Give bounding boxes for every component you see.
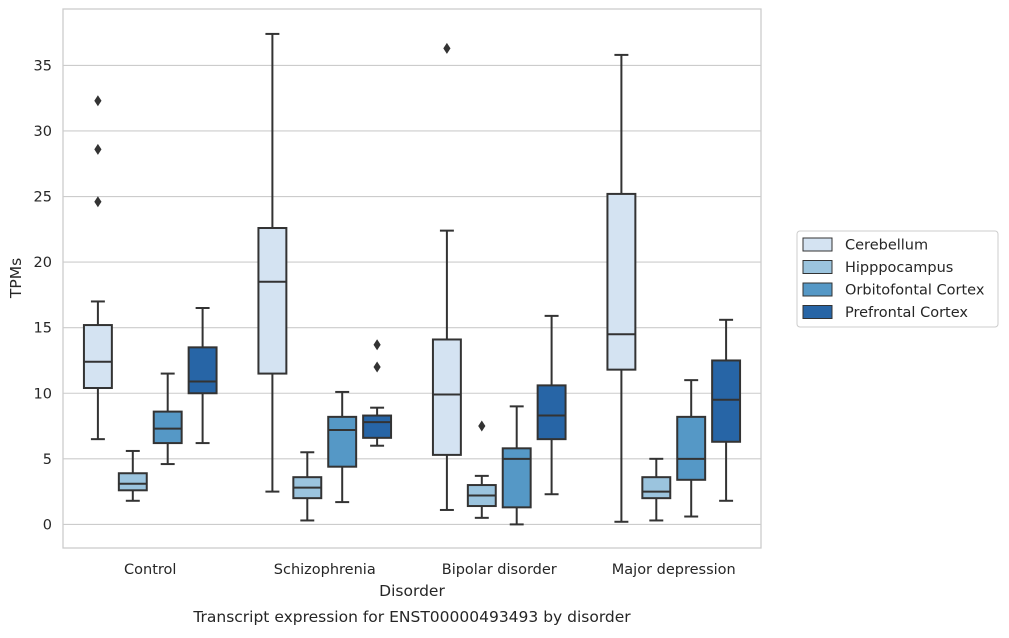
y-tick-label-35: 35	[34, 58, 52, 74]
outlier-point	[373, 339, 381, 351]
y-tick-label-0: 0	[43, 517, 52, 533]
x-axis-title: Disorder	[379, 582, 445, 600]
box-iqr	[187, 346, 218, 395]
box-control-hipppocampus	[117, 449, 148, 502]
boxes	[82, 32, 742, 526]
outlier-point	[94, 196, 102, 208]
chart-caption: Transcript expression for ENST0000049349…	[192, 608, 631, 626]
box-iqr	[327, 415, 358, 468]
y-tick-label-10: 10	[34, 386, 52, 402]
legend-item-hipppocampus: Hipppocampus	[802, 260, 953, 276]
box-major-depression-hipppocampus	[641, 457, 672, 522]
box-major-depression-prefrontal-cortex	[711, 318, 742, 502]
legend-item-prefrontal-cortex: Prefrontal Cortex	[802, 305, 968, 321]
legend-item-cerebellum: Cerebellum	[802, 237, 928, 254]
legend-swatch	[802, 305, 833, 319]
y-axis-title: TPMs	[7, 258, 25, 299]
legend-swatch	[802, 260, 833, 274]
y-tick-label-30: 30	[34, 124, 52, 140]
plot-frame	[62, 8, 762, 549]
legend-label: Hipppocampus	[845, 260, 953, 276]
box-bipolar-disorder-cerebellum	[431, 42, 462, 511]
legend-label: Cerebellum	[845, 238, 928, 254]
box-schizophrenia-prefrontal-cortex	[362, 339, 393, 447]
box-bipolar-disorder-prefrontal-cortex	[536, 314, 567, 496]
outlier-point	[373, 361, 381, 373]
y-tick-label-15: 15	[34, 321, 52, 337]
y-tick-label-20: 20	[34, 255, 52, 271]
box-iqr	[641, 476, 672, 500]
box-control-prefrontal-cortex	[187, 307, 218, 445]
box-iqr	[606, 192, 637, 371]
x-tick-labels: Control Schizophrenia Bipolar disorder Majo…	[124, 562, 736, 578]
box-iqr	[82, 324, 113, 390]
box-schizophrenia-orbitofontal-cortex	[327, 390, 358, 504]
box-iqr	[362, 414, 393, 439]
gridlines	[63, 64, 761, 525]
legend-item-orbitofontal-cortex: Orbitofontal Cortex	[802, 282, 985, 299]
box-control-cerebellum	[82, 95, 113, 441]
outlier-point	[443, 42, 451, 54]
outlier-point	[94, 143, 102, 155]
y-tick-label-5: 5	[43, 452, 52, 468]
box-iqr	[431, 338, 462, 456]
legend-label: Prefrontal Cortex	[845, 305, 968, 321]
legend-frame	[796, 230, 999, 328]
x-tick-label-bipolar-disorder: Bipolar disorder	[442, 562, 557, 578]
box-iqr	[711, 359, 742, 443]
box-schizophrenia-hipppocampus	[292, 451, 323, 522]
box-major-depression-cerebellum	[606, 53, 637, 523]
box-major-depression-orbitofontal-cortex	[676, 379, 707, 518]
box-iqr	[536, 384, 567, 441]
legend-label: Orbitofontal Cortex	[845, 283, 985, 299]
box-bipolar-disorder-orbitofontal-cortex	[501, 405, 532, 526]
y-tick-label-25: 25	[34, 190, 52, 206]
outlier-point	[94, 95, 102, 107]
outlier-point	[478, 420, 486, 432]
box-iqr	[676, 415, 707, 481]
x-tick-label-major-depression: Major depression	[612, 562, 736, 578]
y-tick-labels: 0 5 10 15 20 25 30 35	[34, 58, 52, 533]
box-control-orbitofontal-cortex	[152, 372, 183, 466]
legend: Cerebellum Hipppocampus Orbitofontal Corte…	[796, 230, 999, 328]
box-iqr	[117, 472, 148, 492]
legend-swatch	[802, 282, 833, 297]
box-schizophrenia-cerebellum	[257, 32, 288, 493]
box-bipolar-disorder-hipppocampus	[466, 420, 497, 519]
box-iqr	[257, 227, 288, 375]
x-tick-label-schizophrenia: Schizophrenia	[274, 562, 376, 578]
legend-swatch	[802, 237, 833, 252]
box-iqr	[152, 410, 183, 445]
box-iqr	[501, 447, 532, 509]
x-tick-label-control: Control	[124, 562, 176, 578]
